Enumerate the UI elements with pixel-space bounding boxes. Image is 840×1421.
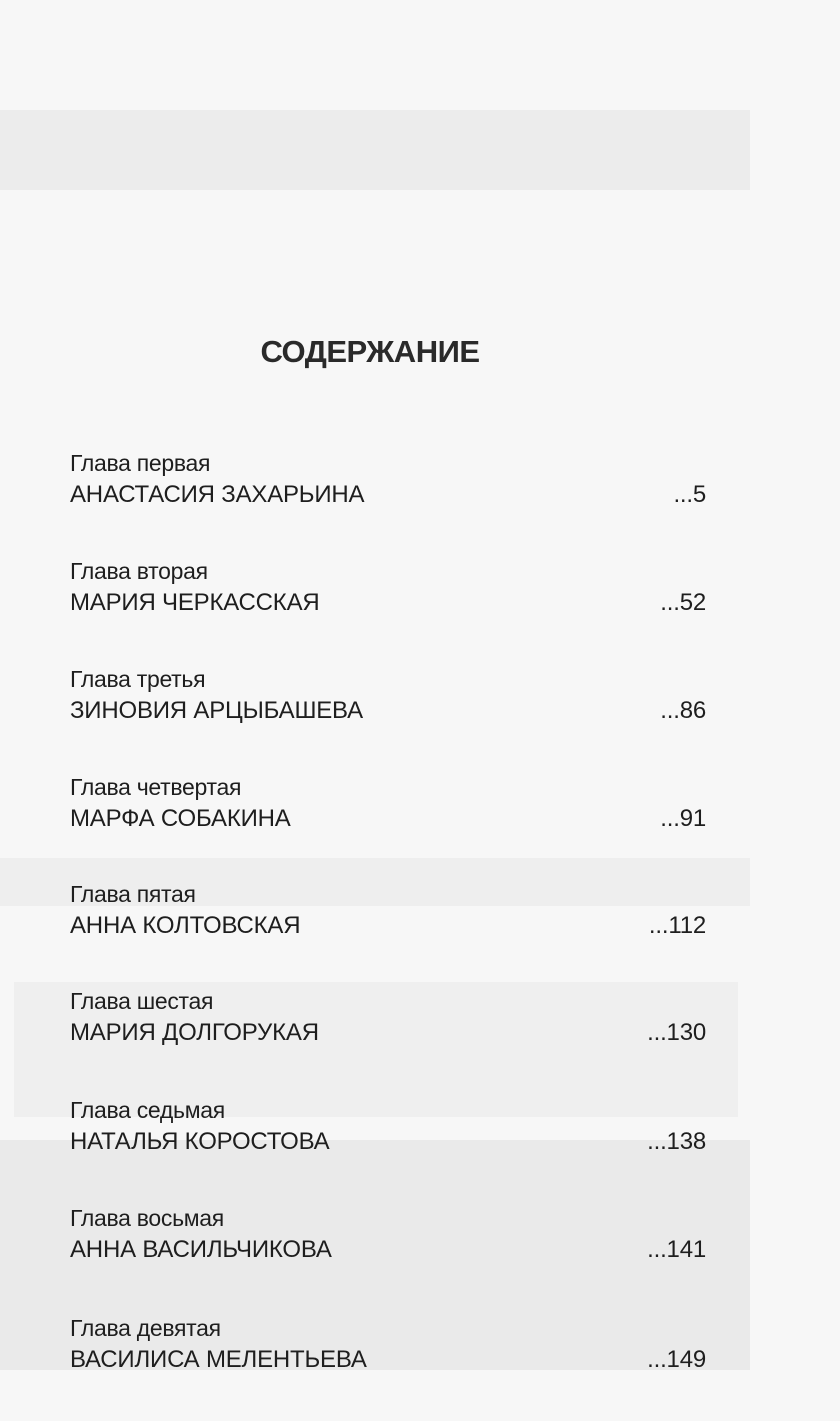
chapter-title: МАРФА СОБАКИНА [70,805,291,832]
bleed-through-band [0,110,750,190]
chapter-title: АННА КОЛТОВСКАЯ [70,912,301,939]
toc-entry: Глава восьмая АННА ВАСИЛЬЧИКОВА ...141 [70,1203,706,1267]
chapter-label: Глава восьмая [70,1205,224,1231]
toc-entry: Глава вторая МАРИЯ ЧЕРКАССКАЯ ...52 [70,556,706,620]
bleed-through-band [0,858,750,906]
chapter-title: МАРИЯ ДОЛГОРУКАЯ [70,1019,319,1046]
toc-entry: Глава пятая АННА КОЛТОВСКАЯ ...112 [70,879,706,943]
chapter-title: ЗИНОВИЯ АРЦЫБАШЕВА [70,697,363,724]
page-number: ...5 [673,481,706,508]
chapter-label: Глава шестая [70,988,214,1014]
chapter-label: Глава четвертая [70,774,242,800]
toc-entry: Глава девятая ВАСИЛИСА МЕЛЕНТЬЕВА ...149 [70,1313,706,1377]
page-number: ...141 [647,1236,706,1263]
toc-entry: Глава шестая МАРИЯ ДОЛГОРУКАЯ ...130 [70,986,706,1050]
page-number: ...138 [647,1128,706,1155]
chapter-title: МАРИЯ ЧЕРКАССКАЯ [70,589,320,616]
page-number: ...130 [647,1019,706,1046]
page-number: ...112 [648,912,706,939]
toc-entry: Глава третья ЗИНОВИЯ АРЦЫБАШЕВА ...86 [70,664,706,728]
page-number: ...149 [647,1346,706,1373]
chapter-title: ВАСИЛИСА МЕЛЕНТЬЕВА [70,1346,367,1373]
chapter-label: Глава вторая [70,558,208,584]
chapter-label: Глава девятая [70,1315,221,1341]
chapter-label: Глава пятая [70,881,196,907]
bleed-through-band [14,982,738,1117]
chapter-label: Глава третья [70,666,206,692]
chapter-label: Глава первая [70,450,211,476]
page-number: ...86 [660,697,706,724]
chapter-title: АНАСТАСИЯ ЗАХАРЬИНА [70,481,365,508]
toc-entry: Глава первая АНАСТАСИЯ ЗАХАРЬИНА ...5 [70,448,706,512]
chapter-title: АННА ВАСИЛЬЧИКОВА [70,1236,332,1263]
toc-entry: Глава четвертая МАРФА СОБАКИНА ...91 [70,772,706,836]
page-number: ...52 [660,589,706,616]
page-number: ...91 [660,805,706,832]
bleed-through-band [0,1140,750,1370]
toc-entry: Глава седьмая НАТАЛЬЯ КОРОСТОВА ...138 [70,1095,706,1159]
page-title: СОДЕРЖАНИЕ [260,334,480,369]
chapter-title: НАТАЛЬЯ КОРОСТОВА [70,1128,330,1155]
chapter-label: Глава седьмая [70,1097,225,1123]
